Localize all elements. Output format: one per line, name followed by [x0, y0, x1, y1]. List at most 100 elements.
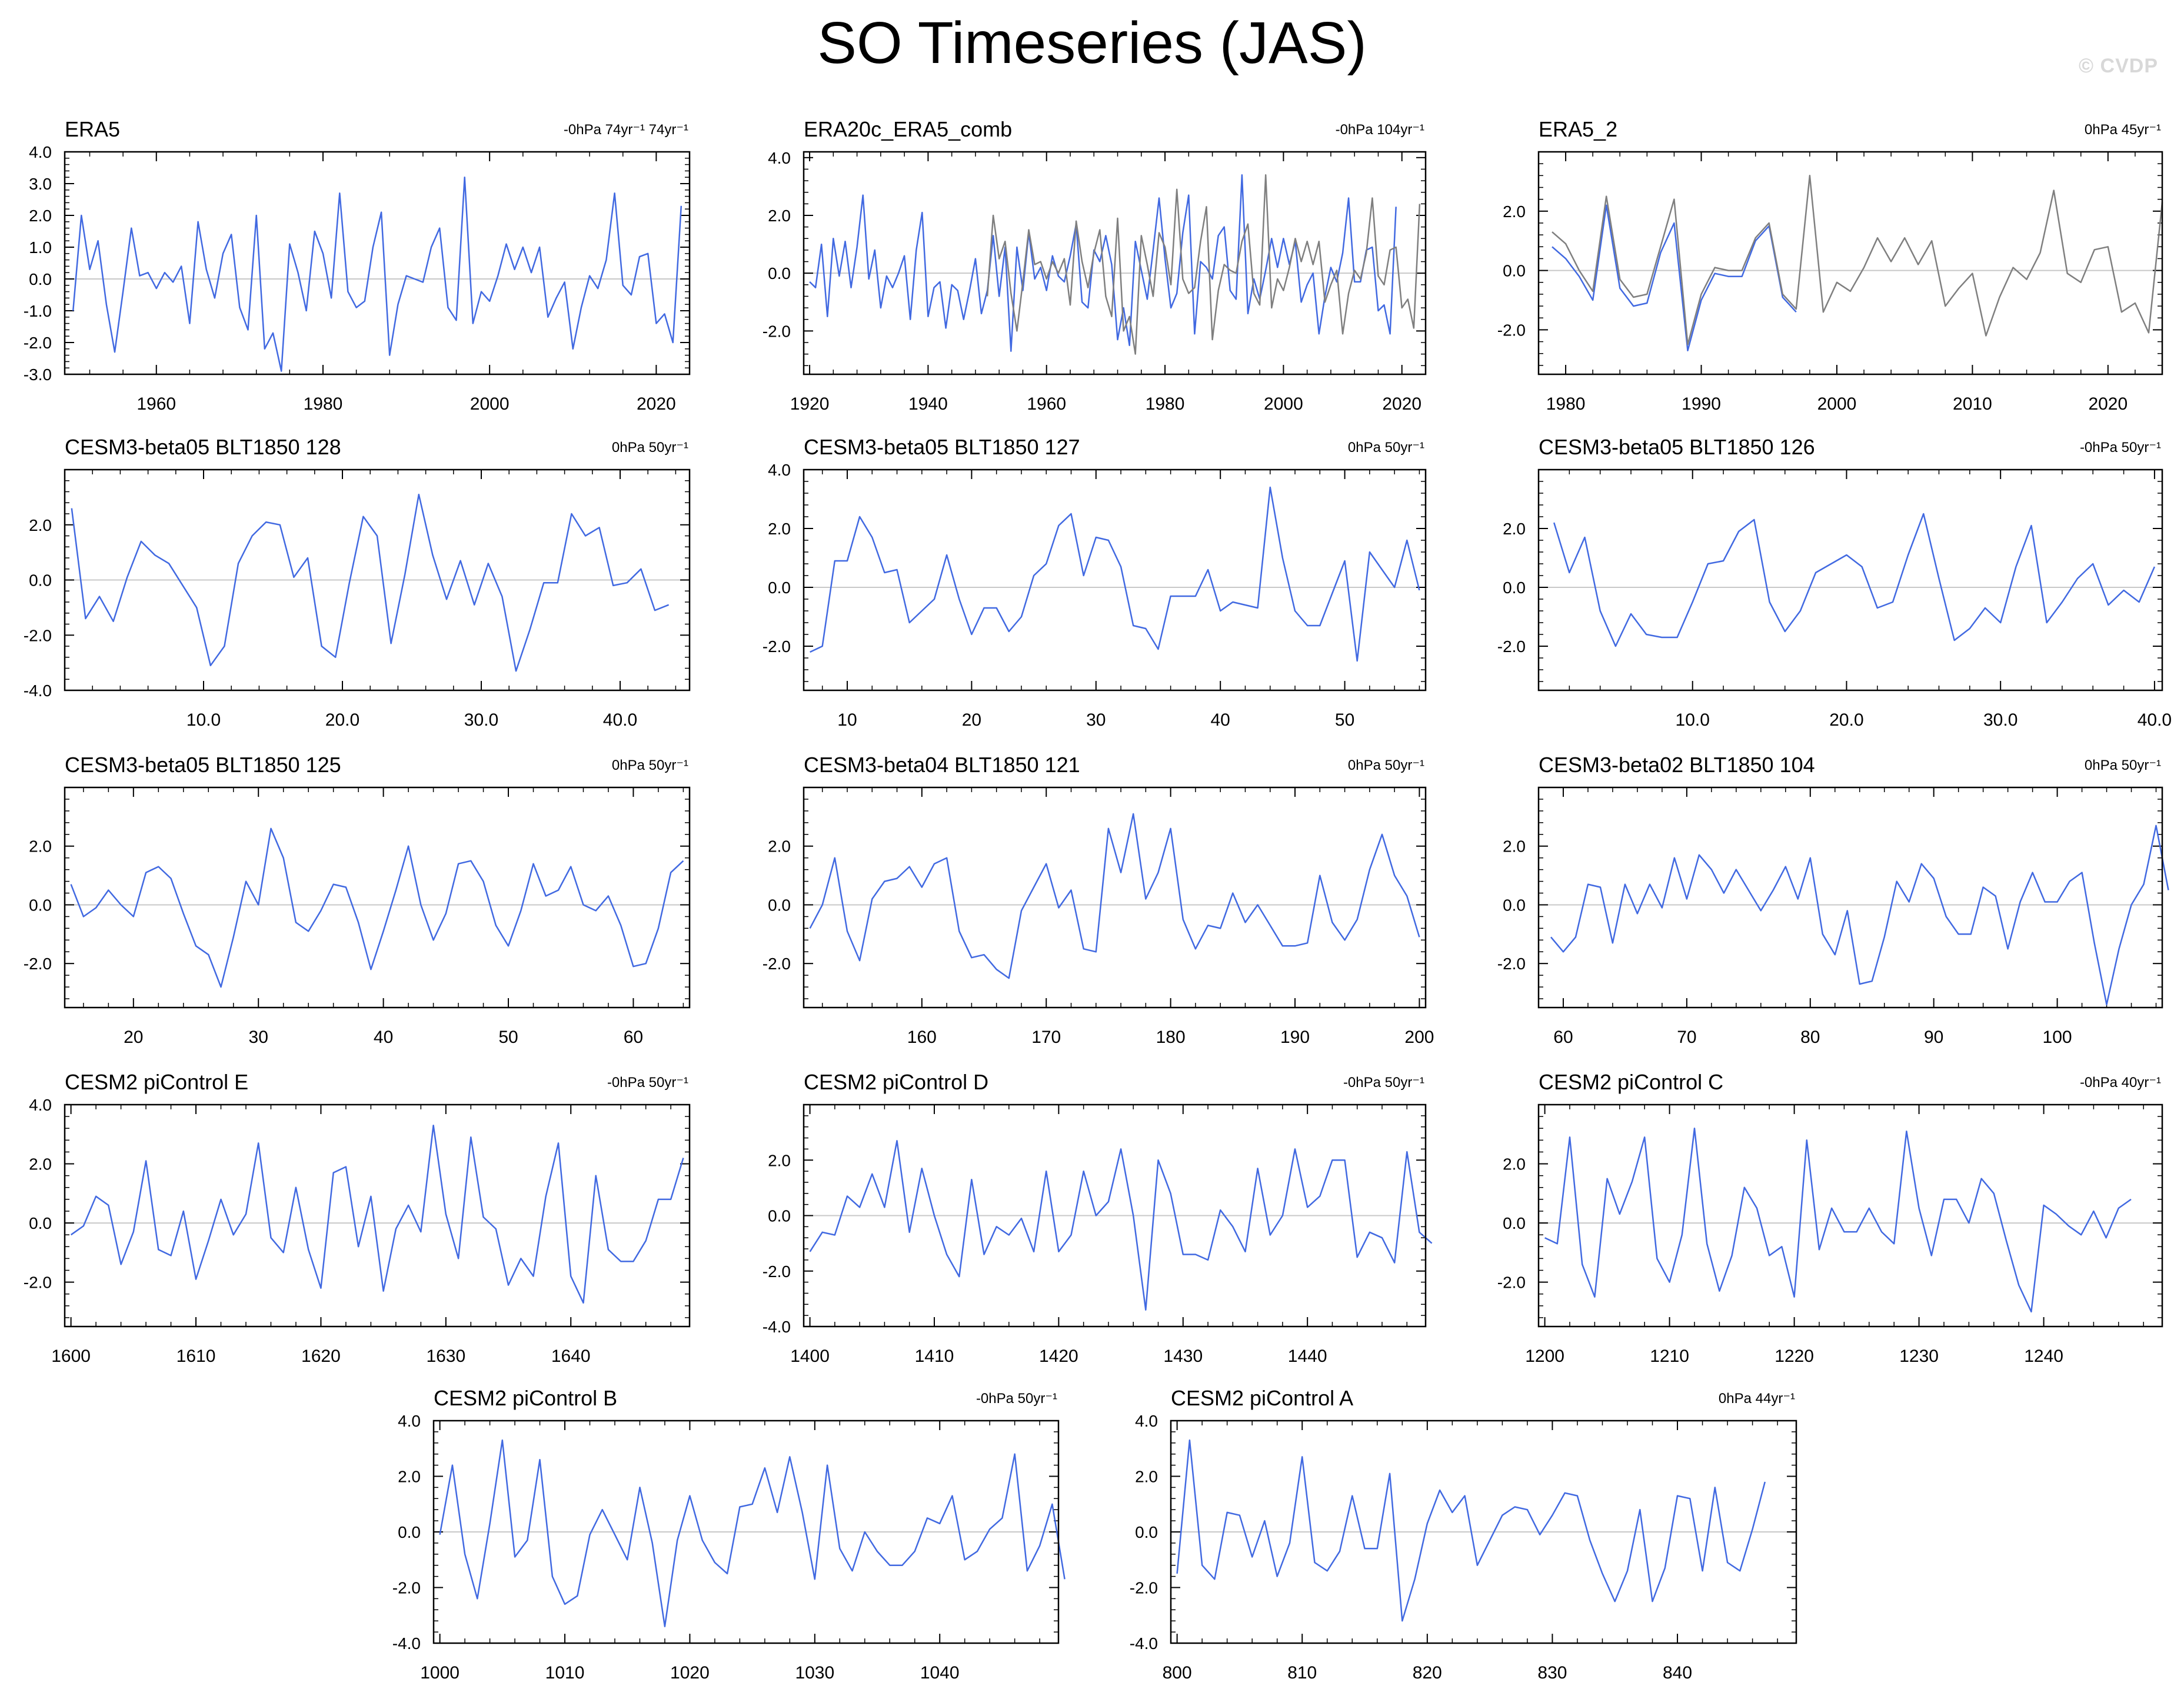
x-tick-label: 160	[907, 1028, 937, 1047]
x-tick-label: 1920	[790, 394, 830, 414]
x-tick-label: 200	[1404, 1028, 1434, 1047]
y-tick-label: 0.0	[1135, 1523, 1158, 1541]
plot-frame	[803, 468, 1427, 692]
x-tick-label: 40	[1211, 710, 1230, 730]
x-tick-label: 50	[1335, 710, 1354, 730]
cvdp-watermark: © CVDP	[2079, 55, 2158, 77]
y-tick-label: -4.0	[1130, 1634, 1158, 1653]
chart-subtitle: 0hPa 50yr⁻¹	[2085, 757, 2161, 773]
x-tick-label: 20.0	[1829, 710, 1863, 730]
plot-frame	[1170, 1420, 1797, 1644]
x-tick-label: 1230	[1899, 1347, 1939, 1366]
chart-panel-7: CESM3-beta05 BLT1850 125 0hPa 50yr⁻¹ 20 30 4…	[24, 753, 691, 1047]
x-tick-label: 30.0	[1983, 710, 2017, 730]
x-tick-label: 90	[1924, 1028, 1943, 1047]
chart-title: ERA5	[65, 117, 120, 141]
x-tick-label: 2020	[1382, 394, 1421, 414]
y-tick-label: 0.0	[768, 579, 791, 597]
x-tick-label: 1430	[1163, 1347, 1203, 1366]
x-tick-label: 1010	[545, 1663, 585, 1683]
y-tick-label: 0.0	[768, 1207, 791, 1225]
chart-panel-5: CESM3-beta05 BLT1850 127 0hPa 50yr⁻¹ 10 20 3…	[763, 435, 1427, 730]
x-tick-label: 10.0	[187, 710, 221, 730]
y-tick-label: -3.0	[24, 365, 52, 384]
y-tick-label: -2.0	[763, 322, 791, 340]
chart-subtitle: -0hPa 50yr⁻¹	[607, 1075, 688, 1091]
y-tick-label: 0.0	[1503, 579, 1526, 597]
y-tick-label: -2.0	[24, 955, 52, 973]
series-line	[70, 827, 684, 988]
y-tick-label: 2.0	[1503, 1155, 1526, 1174]
chart-panel-6: CESM3-beta05 BLT1850 126 -0hPa 50yr⁻¹ 10.0…	[1497, 435, 2172, 730]
series-line	[1544, 1127, 2132, 1313]
y-tick-label: 0.0	[29, 896, 52, 914]
y-tick-label: 4.0	[768, 149, 791, 167]
chart-panel-8: CESM3-beta04 BLT1850 121 0hPa 50yr⁻¹ 160 17…	[763, 753, 1434, 1047]
series-line	[70, 1124, 684, 1304]
chart-title: CESM3-beta05 BLT1850 125	[65, 753, 341, 777]
chart-title: CESM3-beta04 BLT1850 121	[804, 753, 1080, 777]
chart-title: CESM3-beta05 BLT1850 126	[1539, 435, 1815, 459]
series-line	[71, 493, 670, 672]
y-tick-label: 2.0	[29, 207, 52, 225]
x-tick-label: 190	[1280, 1028, 1310, 1047]
x-tick-label: 1990	[1682, 394, 1721, 414]
y-tick-label: 2.0	[768, 1151, 791, 1169]
x-tick-label: 1960	[1027, 394, 1066, 414]
y-tick-label: -2.0	[763, 1262, 791, 1281]
x-tick-label: 60	[1553, 1028, 1573, 1047]
chart-panel-10: CESM2 piControl E -0hPa 50yr⁻¹ 1600 1610 162…	[24, 1070, 691, 1366]
chart-panel-4: CESM3-beta05 BLT1850 128 0hPa 50yr⁻¹ 10.0 2…	[24, 435, 691, 730]
plot-frame	[803, 1103, 1427, 1328]
plot-frame	[803, 151, 1427, 375]
x-tick-label: 1240	[2024, 1347, 2063, 1366]
y-tick-label: -4.0	[763, 1318, 791, 1336]
chart-panel-14: CESM2 piControl A 0hPa 44yr⁻¹ 800 810 820 830…	[1130, 1386, 1797, 1683]
x-tick-label: 170	[1031, 1028, 1061, 1047]
x-tick-label: 2020	[2088, 394, 2128, 414]
x-tick-label: 30	[1086, 710, 1106, 730]
series-line-secondary	[1552, 175, 2163, 345]
plot-frame	[64, 1103, 691, 1328]
chart-panel-1: ERA5 -0hPa 74yr⁻¹ 74yr⁻¹ 1960 1980 2000 2020 -…	[24, 117, 691, 414]
chart-subtitle: -0hPa 50yr⁻¹	[976, 1391, 1057, 1407]
series-line-secondary	[986, 174, 1421, 355]
chart-subtitle: 0hPa 50yr⁻¹	[1348, 757, 1424, 773]
y-tick-label: 2.0	[768, 520, 791, 538]
x-tick-label: 810	[1287, 1663, 1317, 1683]
x-tick-label: 2000	[1264, 394, 1303, 414]
plot-frame	[803, 786, 1427, 1009]
y-tick-label: -2.0	[1497, 637, 1526, 656]
plot-frame	[64, 786, 691, 1009]
y-tick-label: -4.0	[24, 682, 52, 700]
y-tick-label: 0.0	[1503, 896, 1526, 914]
plot-frame	[1537, 786, 2163, 1009]
x-tick-label: 1980	[304, 394, 343, 414]
y-tick-label: -2.0	[24, 1274, 52, 1292]
y-tick-label: 4.0	[29, 143, 52, 161]
x-tick-label: 1440	[1288, 1347, 1327, 1366]
x-tick-label: 840	[1663, 1663, 1692, 1683]
plot-frame	[1537, 1103, 2163, 1328]
y-tick-label: 0.0	[1503, 262, 1526, 280]
x-tick-label: 1210	[1650, 1347, 1689, 1366]
x-tick-label: 1940	[908, 394, 948, 414]
y-tick-label: 2.0	[1503, 202, 1526, 221]
x-tick-label: 2000	[1817, 394, 1857, 414]
x-tick-label: 2010	[1953, 394, 1992, 414]
x-tick-label: 1200	[1525, 1347, 1564, 1366]
plot-frame	[64, 468, 691, 692]
x-tick-label: 1040	[920, 1663, 960, 1683]
series-line	[1176, 1439, 1766, 1622]
x-tick-label: 1600	[51, 1347, 91, 1366]
series-line	[809, 813, 1420, 979]
x-tick-label: 40	[374, 1028, 393, 1047]
y-tick-label: 0.0	[398, 1523, 421, 1541]
y-tick-label: -2.0	[1130, 1579, 1158, 1597]
chart-title: CESM2 piControl A	[1171, 1386, 1353, 1410]
x-tick-label: 50	[498, 1028, 518, 1047]
x-tick-label: 30.0	[464, 710, 498, 730]
x-tick-label: 1420	[1039, 1347, 1078, 1366]
series-line	[439, 1439, 1066, 1627]
x-tick-label: 70	[1677, 1028, 1696, 1047]
